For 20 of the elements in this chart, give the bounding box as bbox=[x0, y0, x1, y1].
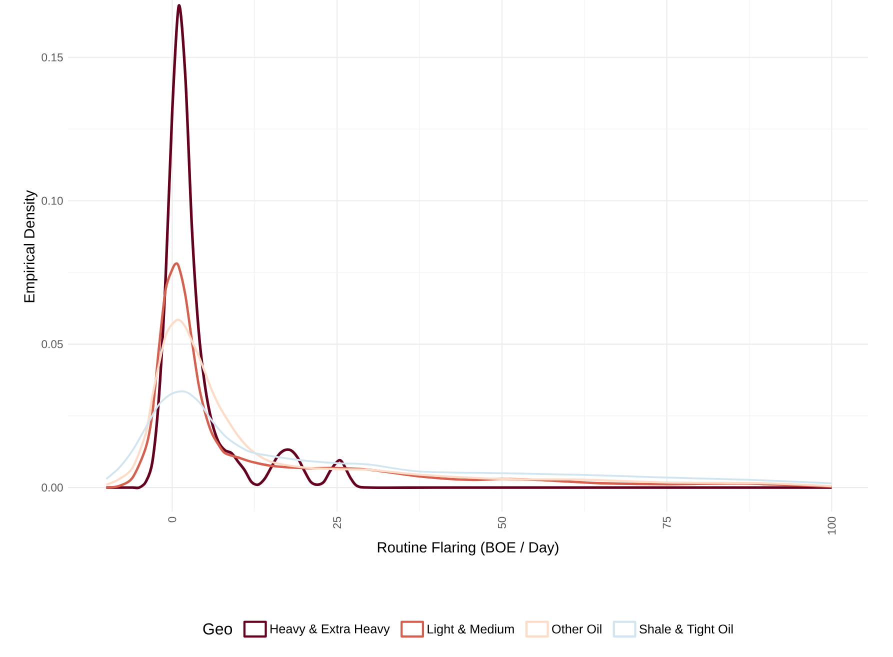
line-series bbox=[105, 318, 833, 488]
line-series bbox=[104, 4, 834, 489]
legend-label: Heavy & Extra Heavy bbox=[270, 624, 390, 636]
legend-title: Geo bbox=[203, 623, 232, 635]
x-tick-label: 75 bbox=[662, 516, 671, 528]
line-series bbox=[105, 262, 833, 489]
y-axis-title: Empirical Density bbox=[24, 190, 38, 302]
x-tick-label: 100 bbox=[828, 516, 836, 534]
x-tick-label: 25 bbox=[333, 516, 342, 528]
legend-label: Other Oil bbox=[552, 624, 602, 634]
y-tick-label: 0.05 bbox=[42, 340, 63, 348]
legend-label: Light & Medium bbox=[428, 624, 514, 636]
legend-label: Shale & Tight Oil bbox=[640, 624, 733, 636]
x-axis-title: Routine Flaring (BOE / Day) bbox=[378, 542, 558, 556]
x-tick-label: 50 bbox=[498, 516, 506, 529]
line-series bbox=[105, 390, 833, 484]
y-tick-label: 0.00 bbox=[42, 484, 63, 492]
x-tick-label: 0 bbox=[168, 516, 176, 522]
y-tick-label: 0.10 bbox=[42, 196, 63, 205]
y-tick-label: 0.15 bbox=[42, 53, 63, 62]
